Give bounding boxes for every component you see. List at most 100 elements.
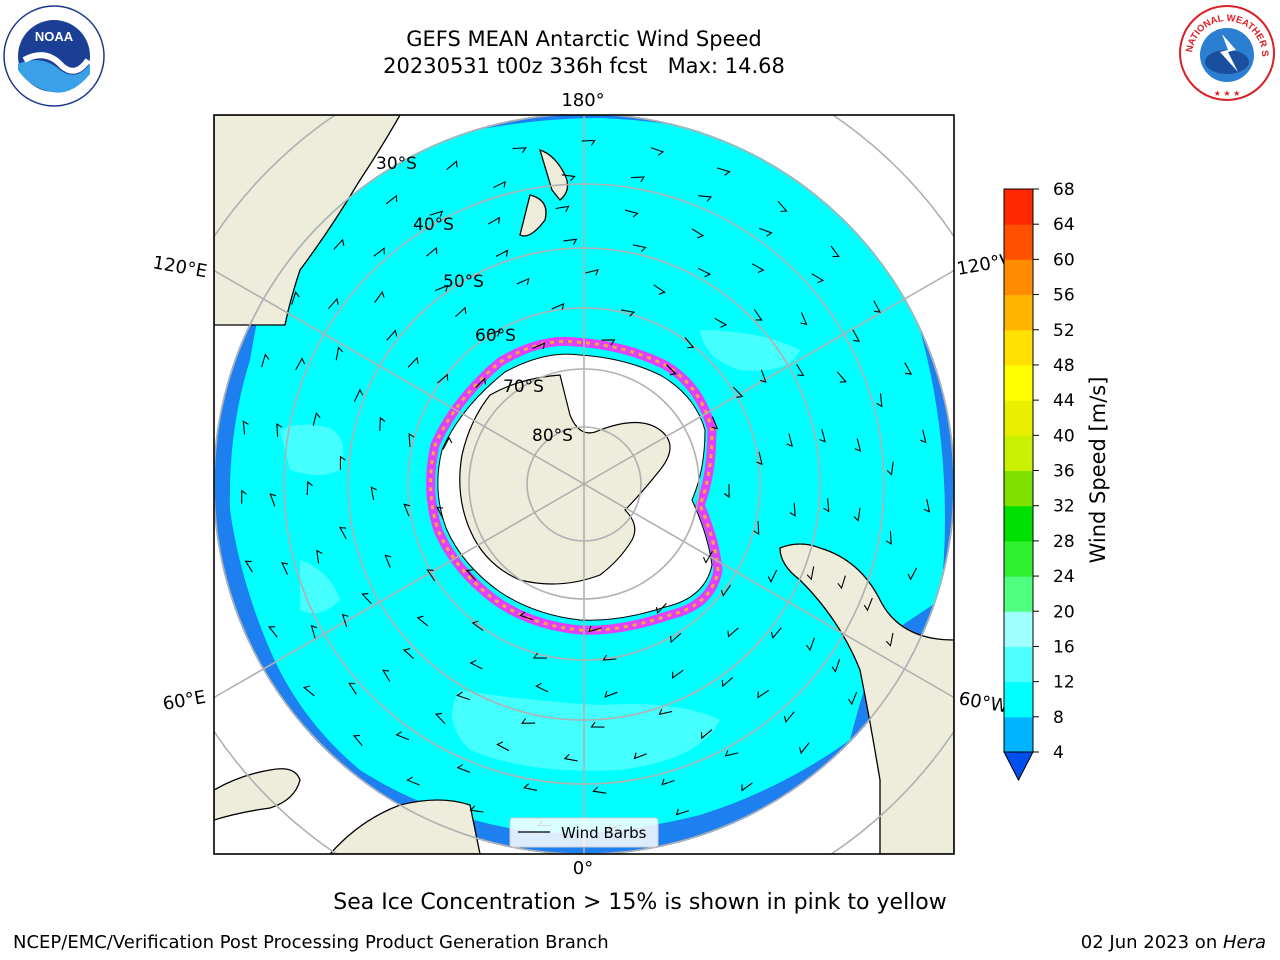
wind-barb xyxy=(723,483,730,499)
wind-barb xyxy=(333,238,345,250)
wind-barb xyxy=(261,353,270,368)
wind-barb xyxy=(650,147,665,156)
wind-barb xyxy=(496,741,510,752)
chart-title: GEFS MEAN Antarctic Wind Speed xyxy=(406,27,762,51)
wind-barb xyxy=(601,339,616,346)
wind-barb xyxy=(923,498,931,513)
wind-barb xyxy=(720,584,732,597)
wind-barb xyxy=(830,245,840,258)
wind-barb xyxy=(406,776,420,786)
legend-wind-barbs: Wind Barbs xyxy=(561,824,647,842)
wind-barb xyxy=(751,263,765,274)
wind-barb xyxy=(563,238,578,245)
wind-barb xyxy=(702,551,713,564)
wind-barb xyxy=(242,420,249,435)
wind-barb xyxy=(426,246,438,257)
wind-barb xyxy=(885,531,892,546)
wind-barb xyxy=(873,300,881,313)
colorbar-tick-label: 52 xyxy=(1053,321,1075,341)
wind-barb xyxy=(757,689,770,699)
wind-barb xyxy=(341,613,349,628)
colorbar-bin xyxy=(1004,329,1033,366)
wind-barb xyxy=(493,180,506,188)
nws-logo: NATIONAL WEATHER SERVICE ★ ★ ★ xyxy=(1178,4,1275,101)
sea-ice-caption: Sea Ice Concentration > 15% is shown in … xyxy=(333,890,947,915)
wind-barb xyxy=(563,754,578,762)
map-legend: Wind Barbs xyxy=(509,817,659,848)
colorbar-bin xyxy=(1004,435,1033,471)
wind-barb xyxy=(244,560,253,573)
wind-barb xyxy=(786,433,794,447)
wind-barb xyxy=(316,549,323,564)
lat-label-50s: 50°S xyxy=(443,272,484,292)
wind-barb xyxy=(426,569,436,582)
lon-label-upper-left: 120°E xyxy=(151,252,209,282)
wind-barb xyxy=(455,306,467,318)
wind-barb xyxy=(361,592,372,604)
colorbar-bin xyxy=(1004,646,1033,683)
colorbar-tick-label: 28 xyxy=(1053,532,1075,552)
wind-barb xyxy=(811,273,825,284)
wind-barb xyxy=(465,569,476,581)
wind-barb xyxy=(592,786,607,794)
wind-barb xyxy=(854,438,862,452)
wind-barb xyxy=(352,734,363,747)
wind-barb xyxy=(403,503,411,517)
wind-barb xyxy=(339,526,347,540)
wind-barb xyxy=(727,627,739,638)
wind-barb xyxy=(770,627,782,639)
colorbar-bin xyxy=(1004,470,1033,507)
wind-barb xyxy=(532,652,547,659)
wind-barb xyxy=(512,147,527,154)
wind-barb xyxy=(653,284,666,295)
antarctica-land xyxy=(459,374,671,585)
wind-barb xyxy=(386,329,398,341)
footer-date-text: 02 Jun 2023 on xyxy=(1080,932,1223,953)
wind-barb xyxy=(819,428,826,443)
wind-barb xyxy=(335,346,343,361)
colorbar-tick-label: 68 xyxy=(1053,180,1075,200)
wind-barb xyxy=(241,489,247,504)
wind-barb xyxy=(446,160,458,171)
chart-subtitle: 20230531 t00z 336h fcst Max: 14.68 xyxy=(383,54,785,78)
wind-barb xyxy=(535,682,549,693)
wind-barb xyxy=(402,648,415,660)
wind-barb xyxy=(777,200,788,213)
wind-barb xyxy=(721,677,734,688)
wind-barb xyxy=(711,416,719,430)
footer-host: Hera xyxy=(1222,932,1266,953)
wind-barb xyxy=(885,632,894,647)
wind-barb xyxy=(437,373,449,384)
wind-barb xyxy=(519,611,533,621)
wind-barb xyxy=(661,778,675,786)
svg-text:★ ★ ★: ★ ★ ★ xyxy=(1214,89,1241,98)
wind-barb xyxy=(434,712,446,724)
colorbar-tick-label: 40 xyxy=(1053,426,1075,446)
colorbar-bin xyxy=(1004,540,1033,577)
graticule xyxy=(214,115,954,854)
wind-barb xyxy=(789,502,796,517)
wind-barb xyxy=(756,451,763,466)
wind-barb xyxy=(700,729,713,740)
colorbar-tick-label: 44 xyxy=(1053,391,1075,411)
wind-barb xyxy=(848,691,858,706)
wind-barb xyxy=(312,412,321,426)
wind-barb xyxy=(806,566,815,581)
wind-barb xyxy=(295,357,306,371)
colorbar-bin xyxy=(1004,364,1033,401)
wind-barb xyxy=(831,659,841,673)
wind-barb xyxy=(714,317,728,328)
wind-barb xyxy=(886,461,894,476)
wind-barb xyxy=(767,569,778,583)
colorbar-tick-label: 56 xyxy=(1053,286,1075,306)
wind-barb xyxy=(853,507,861,522)
wind-barb xyxy=(551,302,565,310)
lon-label-lower-left: 60°E xyxy=(161,687,207,715)
wind-barb xyxy=(666,364,677,376)
wind-barb xyxy=(800,312,808,326)
colorbar-tick-label: 4 xyxy=(1053,743,1064,763)
wind-barb xyxy=(621,309,636,317)
lat-label-60s: 60°S xyxy=(475,326,516,346)
wind-barb xyxy=(495,249,509,257)
